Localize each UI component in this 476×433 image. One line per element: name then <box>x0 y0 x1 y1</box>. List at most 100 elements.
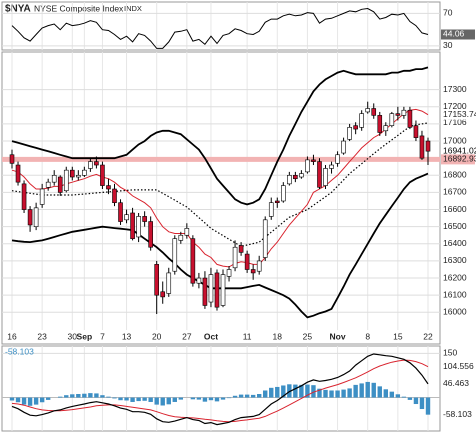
histogram-bar <box>244 394 250 398</box>
signal-line <box>11 359 429 423</box>
x-tick-label: 25 <box>303 331 313 341</box>
histogram-bar <box>365 381 370 398</box>
value-label: 17106 <box>443 117 467 127</box>
histogram-bar <box>118 397 123 401</box>
value-label: 46.463 <box>443 378 469 388</box>
y-tick-label: 17200 <box>443 101 467 111</box>
x-tick-label: Nov <box>330 331 346 341</box>
candle-body <box>178 234 184 241</box>
histogram-bar <box>275 386 280 398</box>
exchange: INDX <box>124 4 142 13</box>
value-label-box <box>441 109 475 120</box>
candle-body <box>154 264 159 296</box>
candle-body <box>323 168 328 186</box>
candle-body <box>244 253 250 270</box>
candle-body <box>69 169 75 178</box>
histogram-bar <box>238 394 244 398</box>
x-tick-label: 8 <box>365 331 370 341</box>
histogram-bar <box>425 397 431 415</box>
histogram-bar <box>389 391 395 398</box>
macd-line <box>11 353 429 426</box>
histogram-bar <box>21 397 27 405</box>
candle-body <box>202 277 208 306</box>
candle-body <box>353 125 358 130</box>
y-tick-label: 16400 <box>443 238 467 248</box>
overlay-line <box>11 66 429 206</box>
candle-body <box>347 127 352 140</box>
y-tick-label: 17300 <box>443 84 467 94</box>
candle-body <box>106 185 111 190</box>
chart-title: NYSE Composite Index <box>34 3 124 13</box>
value-label: 16892.93 <box>443 154 476 164</box>
candle-body <box>27 209 33 226</box>
histogram-bar <box>64 395 69 398</box>
y-tick-label: 30 <box>443 40 453 50</box>
histogram-bar <box>293 384 298 398</box>
histogram-bar <box>395 394 401 398</box>
histogram-bar <box>226 397 232 399</box>
candle-body <box>419 135 425 159</box>
histogram-bar <box>190 397 196 400</box>
y-tick-label: 16000 <box>443 307 467 317</box>
value-label-box <box>441 154 475 165</box>
histogram-bar <box>263 390 268 398</box>
x-tick-label: 23 <box>37 331 47 341</box>
histogram-bar <box>196 397 202 400</box>
value-label-box <box>441 361 475 372</box>
y-tick-label: 16200 <box>443 272 467 282</box>
y-tick-label: 16500 <box>443 221 467 231</box>
histogram-label: -58.103 <box>5 346 34 356</box>
histogram-bar <box>232 395 238 398</box>
x-tick-label: 20 <box>152 331 162 341</box>
candle-body <box>389 113 395 126</box>
histogram-bar <box>172 397 177 402</box>
candle-body <box>160 291 166 298</box>
histogram-bar <box>136 397 141 402</box>
histogram-bar <box>299 384 304 398</box>
value-label: 104.556 <box>443 361 474 371</box>
histogram-bar <box>58 396 63 398</box>
value-label: -58.103 <box>443 409 472 419</box>
candle-body <box>281 185 286 202</box>
histogram-bar <box>76 394 81 398</box>
candle-body <box>124 214 129 221</box>
candle-body <box>33 207 39 227</box>
histogram-bar <box>305 384 310 398</box>
histogram-bar <box>106 396 111 398</box>
histogram-bar <box>250 394 256 398</box>
y-tick-label: 16600 <box>443 204 467 214</box>
candle-body <box>172 238 178 272</box>
candle-body <box>196 277 202 284</box>
candle-body <box>184 228 190 236</box>
x-tick-label: 30 <box>68 331 78 341</box>
histogram-bar <box>70 394 75 398</box>
histogram-bar <box>178 397 184 400</box>
candle-body <box>329 164 334 169</box>
histogram-bar <box>377 386 382 398</box>
value-label: 44.06 <box>443 29 465 39</box>
y-tick-label: 16300 <box>443 255 467 265</box>
value-label-box <box>441 29 475 40</box>
candle-body <box>425 140 431 152</box>
histogram-bar <box>39 397 45 403</box>
candle-body <box>256 260 262 272</box>
histogram-bar <box>341 389 346 398</box>
candle-body <box>94 161 99 166</box>
histogram-bar <box>9 397 15 401</box>
candle-body <box>395 113 401 116</box>
x-tick-label: 16 <box>7 331 17 341</box>
candle-body <box>377 115 383 133</box>
value-label-box <box>441 117 475 128</box>
y-tick-label: 150 <box>443 348 457 358</box>
histogram-bar <box>100 395 105 398</box>
histogram-bar <box>220 397 226 400</box>
candle-body <box>371 108 377 116</box>
symbol: $NYA <box>5 4 31 15</box>
candle-body <box>166 272 172 294</box>
histogram-bar <box>124 397 129 401</box>
candle-body <box>136 216 141 238</box>
histogram-bar <box>347 388 352 398</box>
value-label: 16941.02 <box>443 145 476 155</box>
y-tick-label: 70 <box>443 8 453 18</box>
histogram-bar <box>329 390 334 398</box>
